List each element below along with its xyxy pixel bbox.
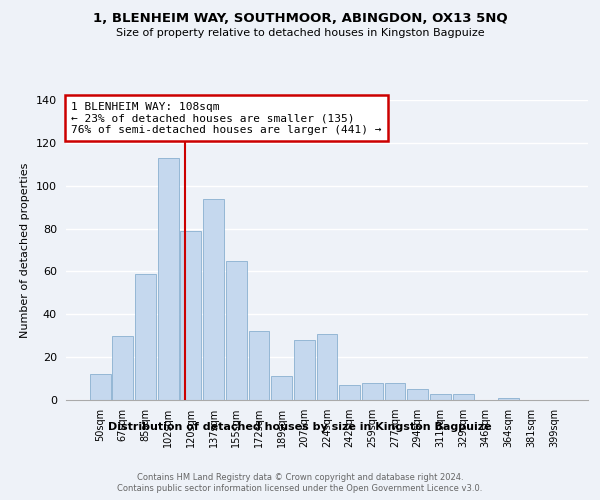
Bar [226,260,247,400]
Bar [271,376,292,400]
Bar [294,340,315,400]
Y-axis label: Number of detached properties: Number of detached properties [20,162,30,338]
Bar [362,383,383,400]
Bar [430,394,451,400]
Text: Size of property relative to detached houses in Kingston Bagpuize: Size of property relative to detached ho… [116,28,484,38]
Bar [203,198,224,400]
Bar [339,385,360,400]
Text: Contains public sector information licensed under the Open Government Licence v3: Contains public sector information licen… [118,484,482,493]
Bar [248,332,269,400]
Bar [317,334,337,400]
Text: Contains HM Land Registry data © Crown copyright and database right 2024.: Contains HM Land Registry data © Crown c… [137,472,463,482]
Bar [112,336,133,400]
Bar [158,158,179,400]
Bar [135,274,156,400]
Text: 1, BLENHEIM WAY, SOUTHMOOR, ABINGDON, OX13 5NQ: 1, BLENHEIM WAY, SOUTHMOOR, ABINGDON, OX… [92,12,508,26]
Text: 1 BLENHEIM WAY: 108sqm
← 23% of detached houses are smaller (135)
76% of semi-de: 1 BLENHEIM WAY: 108sqm ← 23% of detached… [71,102,382,134]
Text: Distribution of detached houses by size in Kingston Bagpuize: Distribution of detached houses by size … [108,422,492,432]
Bar [498,398,519,400]
Bar [90,374,110,400]
Bar [385,383,406,400]
Bar [452,394,473,400]
Bar [407,390,428,400]
Bar [181,230,202,400]
